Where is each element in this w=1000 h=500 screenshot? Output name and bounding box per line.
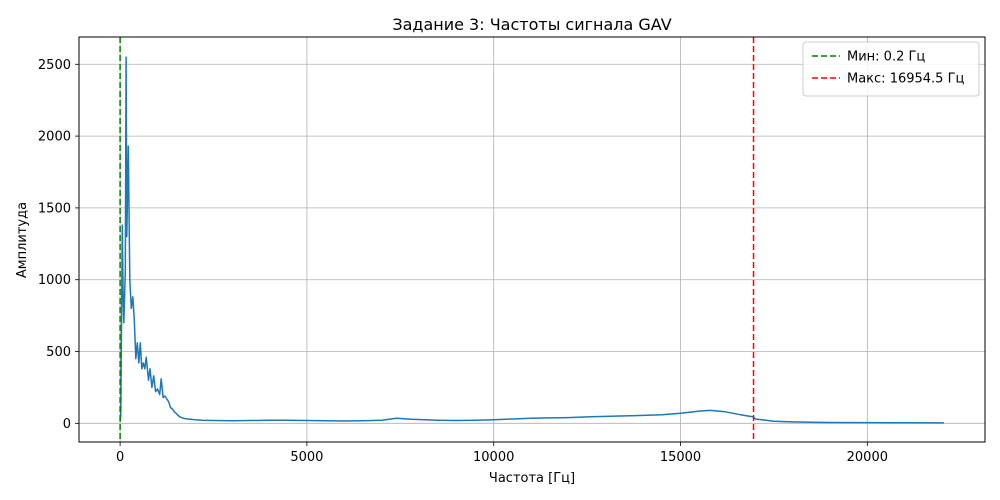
plot-frame (78, 36, 986, 443)
y-axis-label: Амплитуда (15, 202, 30, 278)
plot-series (119, 56, 944, 424)
y-tick-label: 2500 (38, 58, 71, 73)
x-axis-label: Частота [Гц] (489, 471, 575, 486)
y-tick-label: 1000 (38, 273, 71, 288)
legend-label: Макс: 16954.5 Гц (847, 72, 965, 87)
x-axis-ticks: 0 5000 10000 15000 20000 (116, 442, 888, 465)
reference-lines (119, 37, 755, 442)
x-tick-label: 10000 (473, 450, 514, 465)
y-tick-label: 500 (46, 345, 71, 360)
x-tick-label: 5000 (290, 450, 323, 465)
x-tick-label: 20000 (847, 450, 888, 465)
chart-title: Задание 3: Частоты сигнала GAV (392, 15, 671, 34)
y-tick-label: 1500 (38, 201, 71, 216)
y-tick-label: 0 (63, 417, 71, 432)
x-tick-label: 0 (116, 450, 124, 465)
x-tick-label: 15000 (660, 450, 701, 465)
legend-label: Мин: 0.2 Гц (847, 50, 925, 65)
legend: Мин: 0.2 Гц Макс: 16954.5 Гц (802, 41, 980, 97)
y-axis-ticks: 0 500 1000 1500 2000 2500 (38, 58, 79, 432)
y-tick-label: 2000 (38, 130, 71, 145)
legend-box (802, 41, 980, 97)
spectrum-line (119, 56, 944, 424)
